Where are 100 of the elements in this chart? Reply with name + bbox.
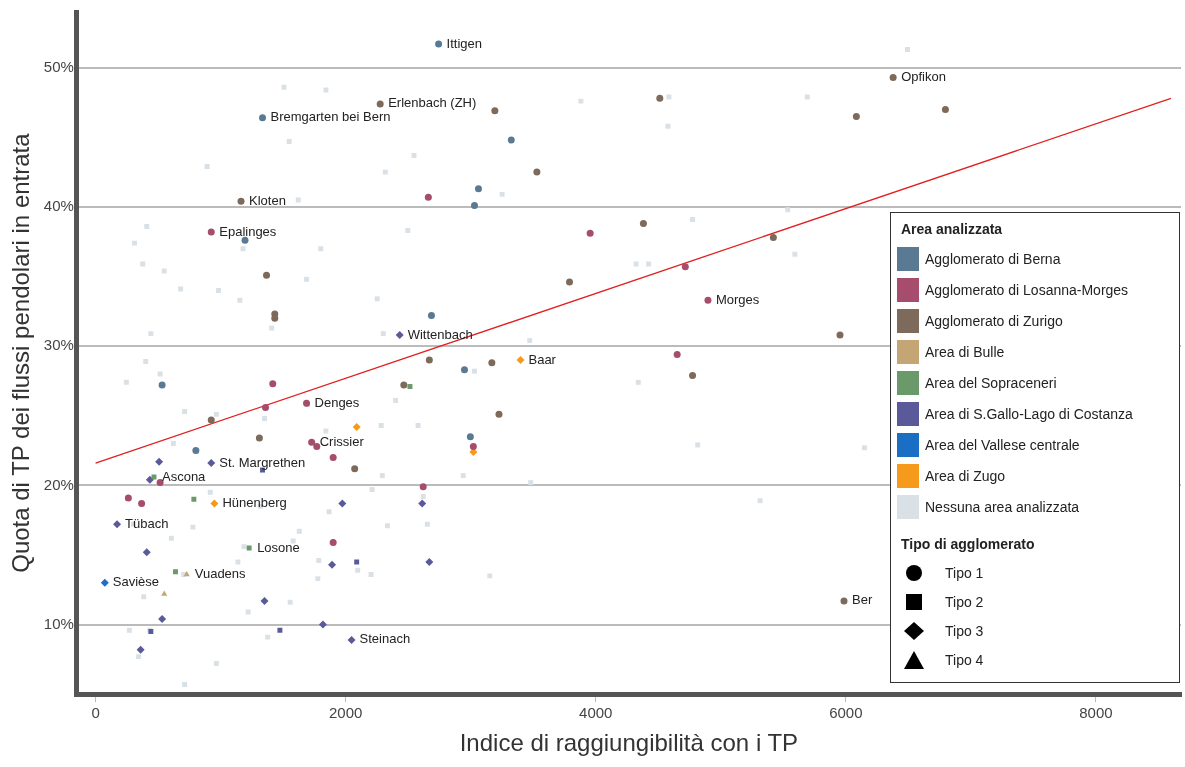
point	[836, 331, 844, 339]
legend-label: Area del Sopraceneri	[925, 374, 1057, 391]
point	[656, 94, 664, 102]
point	[329, 454, 337, 462]
point	[704, 296, 712, 304]
point	[852, 112, 860, 120]
point	[100, 578, 109, 587]
annotation: Opfikon	[901, 69, 946, 85]
legend-label: Agglomerato di Zurigo	[925, 312, 1063, 329]
x-tick-label: 0	[91, 704, 100, 722]
point	[889, 73, 897, 81]
point	[260, 596, 269, 605]
point	[376, 100, 384, 108]
point	[516, 356, 525, 365]
point	[207, 228, 215, 236]
x-axis-title: Indice di raggiungibilità con i TP	[459, 729, 799, 757]
point	[418, 499, 427, 508]
point	[145, 475, 154, 484]
point	[407, 384, 413, 389]
legend-label: Area del Vallese centrale	[925, 436, 1080, 453]
point	[277, 627, 283, 633]
annotation: St. Margrethen	[219, 454, 306, 470]
point	[308, 438, 316, 446]
point	[156, 479, 164, 487]
point	[673, 350, 681, 358]
point	[338, 499, 347, 508]
point	[689, 371, 697, 379]
point	[425, 356, 433, 364]
annotation: Epalinges	[219, 223, 277, 239]
point	[210, 499, 219, 508]
point	[347, 635, 356, 644]
legend-label: Area di Zugo	[925, 467, 1006, 484]
point	[424, 193, 432, 201]
annotation: Hünenberg	[222, 495, 287, 511]
point	[507, 136, 515, 144]
point	[425, 557, 434, 566]
point	[192, 447, 200, 455]
point	[138, 499, 146, 507]
annotation: Wittenbach	[407, 326, 473, 342]
point	[155, 457, 164, 466]
x-tick-label: 8000	[1079, 704, 1113, 722]
point	[269, 380, 277, 388]
annotation: Baar	[528, 351, 557, 367]
point	[313, 442, 321, 450]
point	[113, 520, 122, 529]
legend-label: Agglomerato di Losanna-Morges	[925, 281, 1129, 298]
point	[328, 560, 337, 569]
annotation: Morges	[715, 291, 760, 307]
legend-title: Area analizzata	[901, 221, 1004, 237]
legend-label: Area di Bulle	[925, 343, 1005, 360]
point	[142, 548, 151, 557]
y-tick-label: 50%	[43, 57, 74, 75]
annotation: Losone	[257, 539, 300, 555]
point	[419, 483, 427, 491]
y-axis-title: Quota di TP dei flussi pendolari in entrata	[7, 132, 35, 573]
point	[488, 359, 496, 367]
annotation: Bremgarten bei Bern	[270, 109, 391, 125]
annotation: Kloten	[249, 192, 286, 208]
annotation: Ber	[851, 592, 873, 608]
point	[237, 197, 245, 205]
point	[466, 433, 474, 441]
annotation: Crissier	[319, 433, 365, 449]
point	[474, 185, 482, 193]
legend-label: Agglomerato di Berna	[925, 250, 1061, 267]
point	[586, 229, 594, 237]
point	[255, 434, 263, 442]
point	[352, 422, 361, 431]
point	[329, 538, 337, 546]
x-tick-label: 6000	[829, 704, 863, 722]
annotation: Erlenbach (ZH)	[388, 95, 477, 111]
point	[158, 381, 166, 389]
point	[469, 442, 477, 450]
point	[318, 620, 327, 629]
point	[263, 271, 271, 279]
point	[191, 496, 197, 502]
point	[941, 105, 949, 113]
annotation: Ascona	[161, 468, 207, 484]
annotation: Tipo 3	[945, 622, 984, 639]
annotation: Savièse	[112, 574, 160, 590]
point	[769, 234, 777, 242]
point	[460, 366, 468, 374]
point	[262, 403, 270, 411]
y-tick-label: 20%	[43, 475, 74, 493]
point	[639, 220, 647, 228]
legend-label: Area di S.Gallo-Lago di Costanza	[925, 405, 1133, 422]
point	[495, 410, 503, 418]
point	[207, 459, 216, 468]
annotation: Tipo 4	[945, 651, 984, 668]
point	[470, 202, 478, 210]
point	[681, 263, 689, 271]
point	[395, 331, 404, 339]
point	[124, 494, 132, 502]
point	[400, 381, 408, 389]
annotation: Denges	[314, 394, 360, 410]
annotation: Tipo di agglomerato	[901, 536, 1036, 552]
point	[173, 569, 178, 575]
y-tick-label: 30%	[43, 336, 74, 354]
point	[207, 416, 215, 424]
legend-label: Nessuna area analizzata	[925, 498, 1080, 515]
annotation: Tipo 2	[945, 593, 984, 610]
